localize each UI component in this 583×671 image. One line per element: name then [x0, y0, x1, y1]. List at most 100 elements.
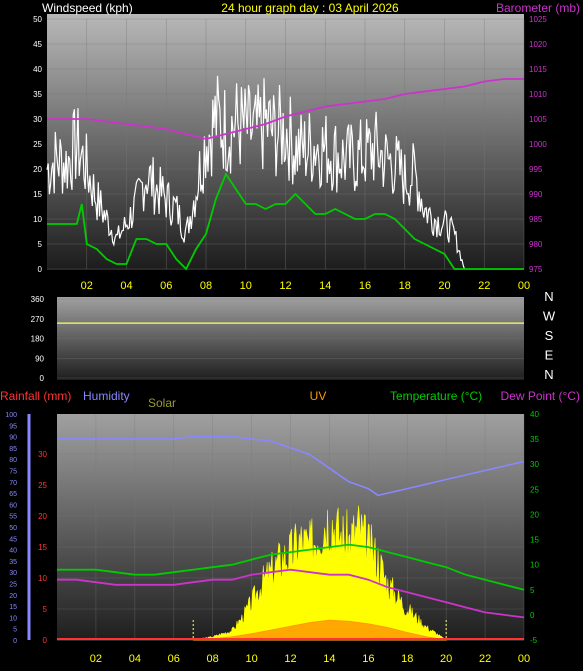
barometer-y-tick-label: 1025 [529, 15, 547, 24]
weather-x-tick-label: 02 [90, 653, 102, 665]
windspeed-label: Windspeed (kph) [42, 1, 133, 15]
wind-y-tick-label: 20 [33, 165, 42, 174]
wind-x-tick-label: 06 [160, 280, 172, 292]
wind-y-tick-label: 0 [38, 265, 43, 274]
barometer-series-line [47, 78, 524, 140]
direction-y-tick-label: 90 [35, 354, 44, 363]
temp-y-tick-label: 30 [530, 460, 539, 469]
weather-grid [27, 414, 525, 641]
temp-y-tick-label: 40 [530, 410, 539, 419]
wind-x-tick-label: 14 [319, 280, 331, 292]
chart-title: 24 hour graph day : 03 April 2026 [221, 1, 399, 15]
humidity-y-tick-label: 55 [9, 514, 17, 521]
barometer-y-tick-label: 1005 [529, 115, 547, 124]
compass-label: E [545, 348, 554, 363]
wind-series [46, 75, 524, 271]
humidity-y-tick-label: 5 [13, 627, 17, 634]
humidity-y-tick-label: 75 [9, 469, 17, 476]
direction-y-tick-label: 180 [31, 335, 45, 344]
humidity-y-tick-label: 65 [9, 491, 17, 498]
humidity-y-tick-label: 30 [9, 570, 17, 577]
humidity-y-tick-label: 0 [13, 638, 17, 645]
direction-y-tick-label: 270 [31, 315, 45, 324]
weather-x-tick-label: 04 [129, 653, 141, 665]
weather-x-tick-label: 12 [284, 653, 296, 665]
humidity-y-tick-label: 25 [9, 582, 17, 589]
weather-x-tick-label: 10 [245, 653, 257, 665]
barometer-y-tick-label: 1015 [529, 65, 547, 74]
humidity-y-tick-label: 70 [9, 480, 17, 487]
weather-x-tick-label: 18 [401, 653, 413, 665]
rain-y-tick-label: 25 [38, 481, 47, 490]
compass-label: N [544, 367, 553, 382]
temperature-label: Temperature (°C) [390, 389, 482, 403]
wind-y-tick-label: 45 [33, 40, 42, 49]
temp-y-tick-label: 20 [530, 510, 539, 519]
wind-x-tick-label: 22 [478, 280, 490, 292]
humidity-y-tick-label: 20 [9, 593, 17, 600]
compass-label: S [545, 328, 554, 343]
rainfall-label: Rainfall (mm) [0, 389, 71, 403]
humidity-y-tick-label: 10 [9, 615, 17, 622]
direction-y-tick-label: 360 [31, 295, 45, 304]
humidity-y-tick-label: 50 [9, 525, 17, 532]
rain-y-tick-label: 30 [38, 450, 47, 459]
temp-y-tick-label: 5 [530, 586, 535, 595]
humidity-label: Humidity [83, 389, 130, 403]
rain-y-tick-label: 20 [38, 512, 47, 521]
wind-x-tick-label: 02 [81, 280, 93, 292]
barometer-y-tick-label: 1010 [529, 90, 547, 99]
wind-y-tick-label: 40 [33, 65, 42, 74]
wind-x-tick-label: 00 [518, 280, 530, 292]
wind-x-tick-label: 04 [120, 280, 132, 292]
barometer-y-tick-label: 980 [529, 240, 543, 249]
humidity-y-tick-label: 80 [9, 457, 17, 464]
wind-grid [47, 18, 525, 270]
rain-y-tick-label: 15 [38, 543, 47, 552]
humidity-y-tick-label: 85 [9, 446, 17, 453]
wind-x-tick-label: 20 [438, 280, 450, 292]
compass-label: W [543, 309, 556, 324]
temperature-series-line [57, 543, 525, 591]
humidity-y-tick-label: 45 [9, 536, 17, 543]
barometer-y-tick-label: 985 [529, 215, 543, 224]
weather-x-tick-label: 14 [323, 653, 335, 665]
wind-y-tick-label: 10 [33, 215, 42, 224]
wind-x-tick-label: 12 [279, 280, 291, 292]
wind-y-tick-label: 5 [38, 240, 43, 249]
humidity-y-tick-label: 90 [9, 435, 17, 442]
humidity-y-tick-label: 40 [9, 548, 17, 555]
temp-y-tick-label: 10 [530, 561, 539, 570]
wind-ticks: 0510152025303540455097598098599099510001… [33, 15, 547, 292]
temp-y-tick-label: 25 [530, 485, 539, 494]
humidity-y-tick-label: 15 [9, 604, 17, 611]
barometer-y-tick-label: 1020 [529, 40, 547, 49]
barometer-label: Barometer (mb) [496, 1, 580, 15]
average-wind-series-line [47, 172, 524, 271]
direction-ticks: 0 90 180 270 360 [31, 295, 45, 383]
temp-y-tick-label: 0 [530, 611, 535, 620]
barometer-y-tick-label: 990 [529, 190, 543, 199]
weather-x-tick-label: 22 [479, 653, 491, 665]
rain-y-tick-label: 0 [43, 636, 48, 645]
wind-y-tick-label: 15 [33, 190, 42, 199]
humidity-y-tick-label: 35 [9, 559, 17, 566]
wind-y-tick-label: 50 [33, 15, 42, 24]
gust-series-line [46, 75, 465, 270]
rain-y-tick-label: 5 [43, 605, 48, 614]
temp-y-tick-label: 35 [530, 435, 539, 444]
weather-x-tick-label: 06 [168, 653, 180, 665]
rain-y-tick-label: 10 [38, 574, 47, 583]
barometer-y-tick-label: 995 [529, 165, 543, 174]
direction-grid [57, 298, 524, 379]
uv-label: UV [310, 389, 327, 403]
wind-x-tick-label: 16 [359, 280, 371, 292]
humidity-y-tick-label: 100 [5, 412, 17, 419]
weather-x-tick-label: 08 [207, 653, 219, 665]
dewpoint-label: Dew Point (°C) [501, 389, 580, 403]
weather-ticks: 0510152025303540455055606570758085909510… [5, 410, 539, 665]
temp-y-tick-label: -5 [530, 636, 538, 645]
wind-y-tick-label: 30 [33, 115, 42, 124]
